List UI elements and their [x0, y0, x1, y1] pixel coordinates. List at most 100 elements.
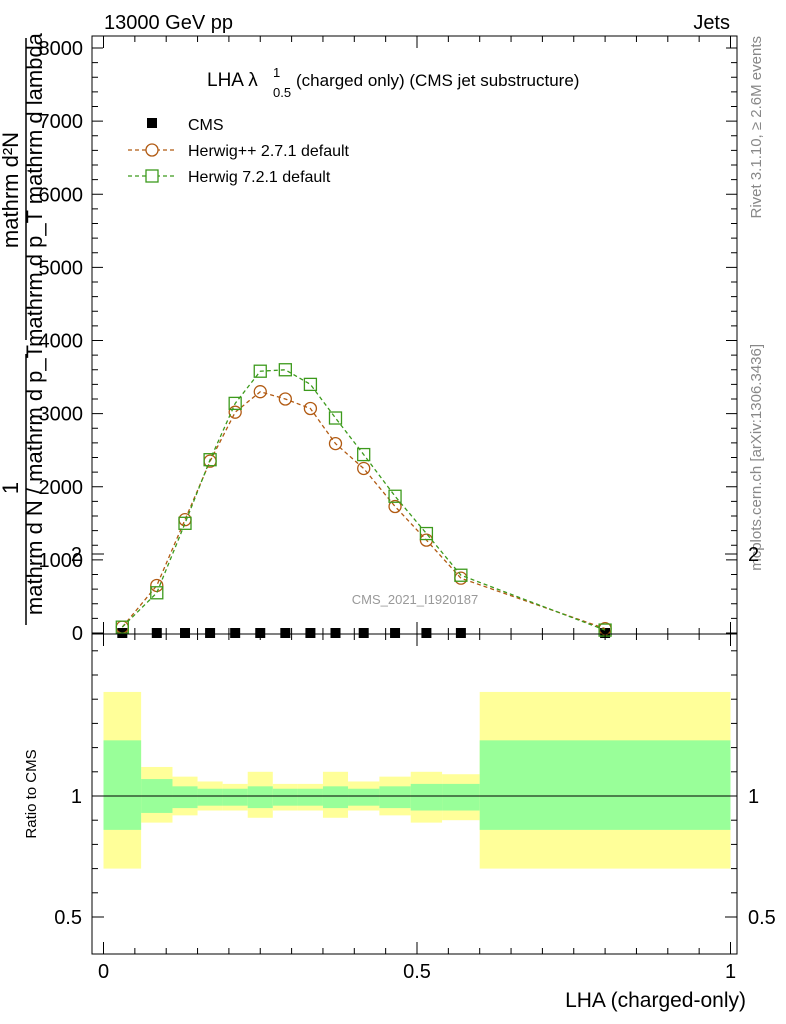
cms-data-point	[358, 628, 369, 638]
herwig7-point	[253, 364, 267, 378]
ratio-inner-band	[479, 740, 731, 830]
ratio-plot-panel: 0.5 0.51 12 2 0 0.5 1	[54, 544, 776, 983]
ratio-y-axis-title: Ratio to CMS	[23, 749, 40, 838]
ratio-inner-band	[247, 786, 273, 809]
main-y-tick-label: 6000	[39, 184, 84, 206]
herwigpp-line	[121, 390, 606, 630]
ratio-inner-band	[197, 788, 223, 806]
header-right-label: Jets	[693, 12, 730, 34]
ratio-inner-band	[222, 788, 248, 806]
herwig7-line	[121, 369, 606, 631]
ratio-y-tick-label: 1	[71, 786, 82, 808]
cms-data-point	[230, 628, 241, 638]
ratio-plot-frame	[91, 633, 738, 955]
x-axis-title: LHA (charged-only)	[565, 989, 746, 1012]
cms-data-point	[455, 628, 466, 638]
rivet-version-label: Rivet 3.1.10, ≥ 2.6M events	[748, 36, 765, 219]
main-y-tick-label: 3000	[39, 404, 84, 426]
herwig7-point	[203, 453, 217, 467]
ratio-bands	[103, 691, 731, 869]
ratio-y-tick-label: 2	[71, 544, 82, 566]
analysis-watermark: CMS_2021_I1920187	[352, 592, 479, 607]
main-y-ticks: 0 1000 2000 3000 4000 5000 6000 7000 8000	[39, 38, 737, 645]
ratio-y-tick-label-right: 2	[748, 544, 759, 566]
herwig7-point	[328, 411, 343, 425]
main-y-tick-label: 0	[72, 623, 83, 645]
legend-item-herwigpp: Herwig++ 2.7.1 default	[128, 143, 350, 160]
x-tick-label: 0	[98, 961, 109, 983]
cms-data-point	[600, 628, 611, 638]
legend-marker-herwig7	[145, 169, 159, 183]
ratio-y-tick-label-right: 1	[748, 786, 759, 808]
cms-data-point	[255, 628, 266, 638]
herwigpp-point	[278, 392, 292, 406]
legend-label-cms: CMS	[188, 117, 224, 134]
herwigpp-point	[357, 461, 371, 476]
herwigpp-point	[178, 513, 192, 527]
cms-data-point	[421, 628, 432, 638]
legend-item-cms: CMS	[147, 117, 224, 134]
legend-label-herwig7: Herwig 7.2.1 default	[188, 169, 331, 186]
ratio-inner-band	[172, 786, 198, 809]
herwigpp-point	[303, 401, 318, 416]
main-y-tick-label: 5000	[39, 257, 84, 279]
herwig7-point	[303, 377, 318, 392]
herwig7-point	[115, 620, 129, 634]
herwig7-point	[419, 526, 434, 541]
ratio-inner-band	[297, 788, 323, 806]
cms-data-point	[205, 628, 216, 638]
herwig7-point	[357, 447, 371, 462]
cms-data-point	[305, 628, 316, 638]
ratio-inner-band	[348, 788, 380, 806]
herwig7-point	[278, 363, 292, 377]
ratio-inner-band	[379, 786, 411, 809]
ratio-y-tick-label-right: 0.5	[748, 907, 776, 929]
legend: CMS Herwig++ 2.7.1 default Herwig 7.2.1 …	[128, 117, 350, 186]
main-y-tick-label: 7000	[39, 111, 84, 133]
herwigpp-point	[388, 499, 402, 514]
main-plot-panel: 0 1000 2000 3000 4000 5000 6000 7000 8000	[39, 35, 738, 645]
ratio-inner-band	[103, 740, 142, 830]
main-y-axis-title: 1 mathrm d N / mathrm d p_T mathrm d²N m…	[0, 32, 47, 625]
herwig7-point	[388, 489, 402, 503]
main-y-tick-label: 8000	[39, 38, 84, 60]
ratio-inner-band	[272, 788, 298, 806]
ratio-x-ticks: 0 0.5 1	[98, 634, 736, 983]
title-main: LHA λ	[207, 70, 258, 91]
mcplots-label: mcplots.cern.ch [arXiv:1306.3436]	[748, 344, 765, 571]
cms-data-point	[180, 628, 191, 638]
svg-text:LHA λ: LHA λ	[207, 70, 258, 91]
x-tick-label: 1	[725, 961, 736, 983]
x-tick-label: 0.5	[403, 961, 431, 983]
title-rest: (charged only) (CMS jet substructure)	[296, 71, 579, 90]
herwigpp-point	[228, 405, 242, 419]
main-series-group	[115, 363, 612, 638]
ratio-inner-band	[442, 783, 480, 811]
cms-data-point	[151, 628, 162, 638]
title-subscript: 0.5	[273, 85, 291, 100]
cms-data-point	[390, 628, 401, 638]
y-label-lhs-top: 1	[0, 482, 23, 494]
header-left-label: 13000 GeV pp	[104, 12, 233, 34]
herwigpp-point	[253, 385, 267, 399]
main-y-tick-label: 1000	[39, 550, 84, 572]
herwig7-point	[454, 568, 468, 582]
herwig7-point	[150, 586, 164, 600]
ratio-y-tick-label: 0.5	[54, 907, 82, 929]
y-label-rhs-top: mathrm d²N	[0, 132, 23, 248]
main-x-ticks	[103, 36, 731, 634]
title-superscript: 1	[273, 65, 280, 80]
herwig7-point	[228, 396, 242, 411]
plot-title: LHA λ 1 0.5 (charged only) (CMS jet subs…	[207, 65, 579, 100]
ratio-inner-band	[410, 783, 443, 811]
cms-data-point	[280, 628, 291, 638]
ratio-y-ticks: 0.5 0.5 1 1 2 2	[54, 544, 776, 929]
cms-data-point	[330, 628, 341, 638]
herwigpp-point	[328, 436, 343, 451]
legend-item-herwig7: Herwig 7.2.1 default	[128, 169, 331, 186]
legend-marker-herwigpp	[145, 143, 159, 157]
ratio-inner-band	[322, 786, 349, 809]
herwigpp-point	[150, 578, 164, 593]
legend-label-herwigpp: Herwig++ 2.7.1 default	[188, 143, 350, 160]
